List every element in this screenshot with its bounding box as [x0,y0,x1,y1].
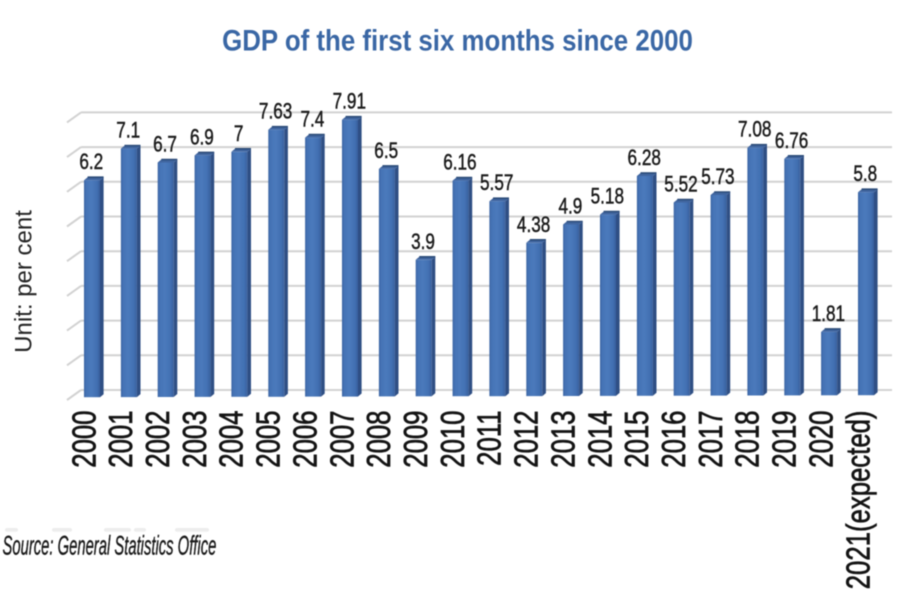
svg-text:5.57: 5.57 [480,171,513,196]
svg-text:6.16: 6.16 [443,151,476,176]
svg-text:2021(expected): 2021(expected) [840,411,877,590]
svg-text:2002: 2002 [140,411,177,468]
svg-text:2004: 2004 [214,411,251,468]
svg-text:4.9: 4.9 [558,195,582,220]
svg-text:2009: 2009 [398,411,435,468]
svg-text:6.2: 6.2 [79,150,103,175]
svg-text:2020: 2020 [803,411,840,468]
svg-text:7.91: 7.91 [333,90,366,115]
svg-text:3.9: 3.9 [411,230,435,255]
svg-text:Unit: per cent: Unit: per cent [11,210,38,353]
svg-text:2015: 2015 [619,411,656,468]
svg-text:6.9: 6.9 [190,125,214,150]
svg-text:2001: 2001 [103,411,140,468]
svg-text:6.5: 6.5 [374,139,398,164]
svg-text:5.52: 5.52 [664,173,697,198]
svg-text:1.81: 1.81 [812,302,845,327]
svg-text:6.28: 6.28 [628,146,661,171]
svg-text:2017: 2017 [693,411,730,468]
svg-text:Source: General Statistics Off: Source: General Statistics Office [3,531,217,561]
svg-text:7.08: 7.08 [738,118,771,143]
svg-text:2005: 2005 [251,411,288,468]
svg-text:GDP of the first six months si: GDP of the first six months since 2000 [222,24,693,57]
svg-text:2000: 2000 [66,411,103,468]
svg-text:2013: 2013 [545,411,582,468]
svg-text:6.76: 6.76 [775,129,808,154]
svg-text:2012: 2012 [509,411,546,468]
svg-text:2007: 2007 [324,411,361,468]
svg-text:7.63: 7.63 [259,100,292,125]
svg-text:2019: 2019 [767,411,804,468]
svg-text:2016: 2016 [656,411,693,468]
svg-text:2003: 2003 [177,411,214,468]
svg-text:5.73: 5.73 [701,165,734,190]
svg-text:5.8: 5.8 [853,162,877,187]
svg-text:5.18: 5.18 [591,185,624,210]
svg-text:6.7: 6.7 [153,133,177,158]
svg-text:4.38: 4.38 [517,213,550,238]
svg-text:2010: 2010 [435,411,472,468]
svg-text:2011: 2011 [472,411,509,466]
svg-text:2008: 2008 [361,411,398,468]
svg-text:7.4: 7.4 [300,108,324,133]
svg-text:2014: 2014 [582,411,619,468]
svg-text:7: 7 [234,122,244,147]
svg-text:2006: 2006 [287,411,324,468]
svg-text:7.1: 7.1 [116,119,140,144]
svg-text:2018: 2018 [730,411,767,468]
